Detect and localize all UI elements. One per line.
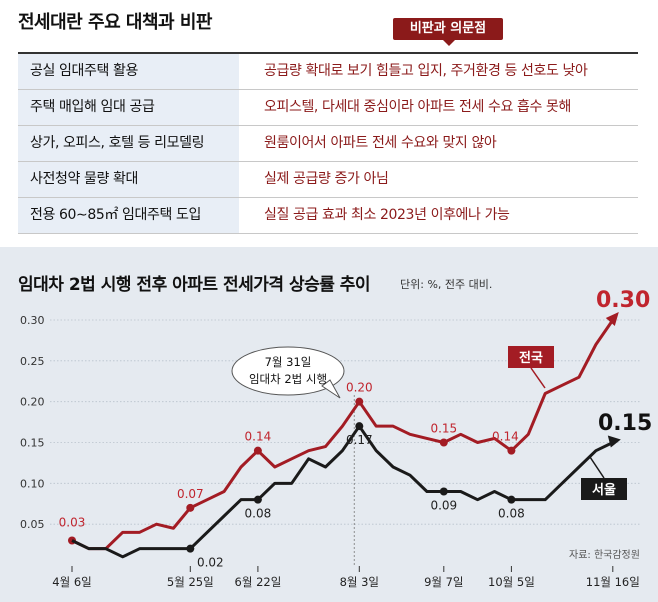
x-tick-label: 9월 7일 — [424, 575, 463, 589]
annotation-bubble — [231, 346, 345, 396]
x-tick-label: 11월 16일 — [586, 575, 640, 589]
y-tick-label: 0.10 — [20, 477, 45, 490]
end-value-label: 0.15 — [598, 411, 652, 436]
critique-cell: 실제 공급량 증가 아님 — [264, 171, 389, 187]
data-label: 0.15 — [430, 422, 457, 436]
y-tick-label: 0.30 — [20, 314, 45, 327]
x-tick-label: 4월 6일 — [52, 575, 91, 589]
x-tick-label: 5월 25일 — [167, 575, 214, 589]
policy-cell: 상가, 오피스, 호텔 등 리모델링 — [18, 126, 239, 161]
series-name-label: 서울 — [592, 482, 616, 498]
critique-badge: 비판과 의문점 — [393, 18, 503, 46]
data-label: 0.14 — [245, 430, 272, 444]
y-tick-label: 0.20 — [20, 396, 45, 409]
chart-unit: 단위: %, 전주 대비. — [400, 278, 493, 291]
annotation-bubble-tail — [321, 379, 341, 399]
data-point — [253, 446, 262, 455]
y-tick-label: 0.25 — [20, 355, 45, 368]
x-tick-label: 6월 22일 — [235, 575, 282, 589]
arrow-head — [607, 435, 621, 448]
critique-cell: 실질 공급 효과 최소 2023년 이후에나 가능 — [264, 207, 510, 223]
chart-title: 임대차 2법 시행 전후 아파트 전세가격 상승률 추이 — [18, 275, 371, 295]
annotation-text: 7월 31일 — [265, 355, 312, 369]
data-point — [439, 487, 448, 496]
data-point — [439, 438, 448, 447]
end-value-label: 0.30 — [596, 288, 650, 313]
series-name-label: 전국 — [519, 350, 543, 366]
x-tick-label: 10월 5일 — [488, 575, 535, 589]
data-point — [186, 503, 195, 512]
arrow-head — [605, 312, 619, 326]
series-line-national — [71, 319, 615, 551]
critique-cell: 공급량 확대로 보기 힘들고 입지, 주거환경 등 선호도 낮아 — [264, 63, 588, 79]
series-line-seoul — [71, 424, 614, 559]
policy-section: 전세대란 주요 대책과 비판 비판과 의문점 공실 임대주택 활용 공급량 확대… — [0, 0, 658, 240]
series-tag-national — [508, 346, 554, 368]
policy-table: 공실 임대주택 활용 공급량 확대로 보기 힘들고 입지, 주거환경 등 선호도… — [18, 52, 638, 234]
series-tag-pointer — [589, 456, 605, 479]
policy-cell: 사전청약 물량 확대 — [18, 162, 239, 197]
data-label: 0.02 — [197, 556, 224, 570]
data-label: 0.07 — [177, 487, 204, 501]
data-point — [507, 446, 516, 455]
y-tick-label: 0.15 — [20, 437, 45, 450]
policy-cell: 주택 매입해 임대 공급 — [18, 90, 239, 125]
policy-cell: 전용 60∼85㎡ 임대주택 도입 — [18, 198, 239, 233]
annotation-text: 임대차 2법 시행 — [249, 372, 327, 386]
data-label: 0.17 — [346, 433, 373, 447]
chart-source: 자료: 한국감정원 — [569, 550, 640, 561]
data-point — [186, 544, 195, 553]
critique-cell: 오피스텔, 다세대 중심이라 아파트 전세 수요 흡수 못해 — [264, 99, 571, 115]
data-label: 0.14 — [492, 430, 519, 444]
chart-section — [0, 247, 658, 602]
table-row: 주택 매입해 임대 공급 오피스텔, 다세대 중심이라 아파트 전세 수요 흡수… — [18, 90, 638, 126]
series-tag-seoul — [581, 478, 627, 500]
critique-cell: 원룸이어서 아파트 전세 수요와 맞지 않아 — [264, 135, 497, 151]
table-row: 전용 60∼85㎡ 임대주택 도입 실질 공급 효과 최소 2023년 이후에나… — [18, 198, 638, 234]
data-label: 0.20 — [346, 381, 373, 395]
y-tick-label: 0.05 — [20, 518, 45, 531]
data-point — [507, 495, 516, 504]
page-title: 전세대란 주요 대책과 비판 — [18, 12, 212, 33]
series-tag-pointer — [530, 367, 546, 389]
table-row: 사전청약 물량 확대 실제 공급량 증가 아님 — [18, 162, 638, 198]
data-point — [355, 422, 364, 431]
data-label: 0.08 — [245, 507, 272, 521]
table-row: 공실 임대주택 활용 공급량 확대로 보기 힘들고 입지, 주거환경 등 선호도… — [18, 54, 638, 90]
data-label: 0.09 — [430, 499, 457, 513]
policy-cell: 공실 임대주택 활용 — [18, 54, 239, 89]
data-label: 0.03 — [59, 516, 86, 530]
data-point — [355, 397, 364, 406]
x-tick-label: 8월 3일 — [340, 575, 379, 589]
table-row: 상가, 오피스, 호텔 등 리모델링 원룸이어서 아파트 전세 수요와 맞지 않… — [18, 126, 638, 162]
data-label: 0.08 — [498, 507, 525, 521]
data-point — [253, 495, 262, 504]
